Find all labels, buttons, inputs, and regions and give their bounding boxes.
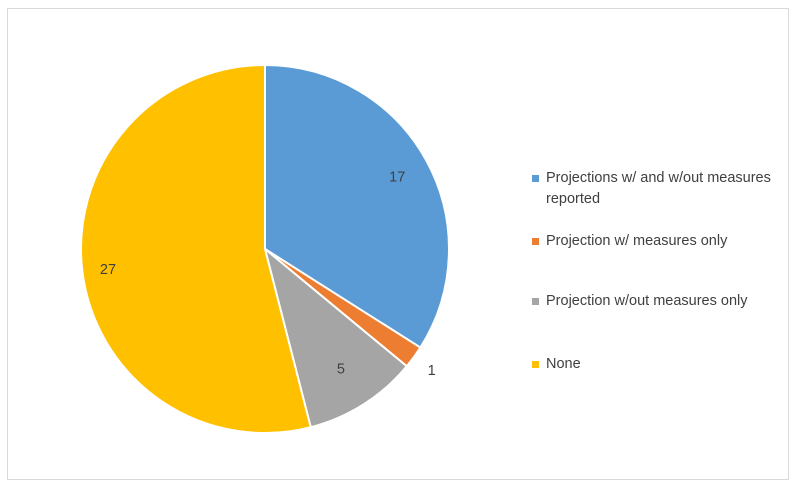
legend-label: Projection w/ measures only	[546, 233, 728, 249]
pie-slice	[263, 246, 409, 429]
data-label: 27	[100, 262, 116, 278]
legend-label: Projections w/ and w/out measures report…	[546, 170, 771, 207]
legend-swatch-orange	[532, 238, 539, 245]
legend-label: Projection w/out measures only	[546, 293, 748, 309]
data-label: 17	[389, 169, 405, 185]
legend-swatch-yellow	[532, 361, 539, 368]
data-label: 1	[428, 363, 436, 379]
legend-item-projections-with-and-without: Projections w/ and w/out measures report…	[532, 168, 784, 210]
legend-item-projection-without-measures: Projection w/out measures only	[532, 291, 784, 312]
pie-slice	[264, 63, 450, 349]
legend-swatch-gray	[532, 298, 539, 305]
legend-item-none: None	[532, 354, 784, 375]
pie-slice	[80, 63, 312, 434]
legend-swatch-blue	[532, 175, 539, 182]
data-label: 5	[337, 362, 345, 378]
legend-label: None	[546, 356, 581, 372]
legend-item-projection-with-measures: Projection w/ measures only	[532, 231, 784, 252]
